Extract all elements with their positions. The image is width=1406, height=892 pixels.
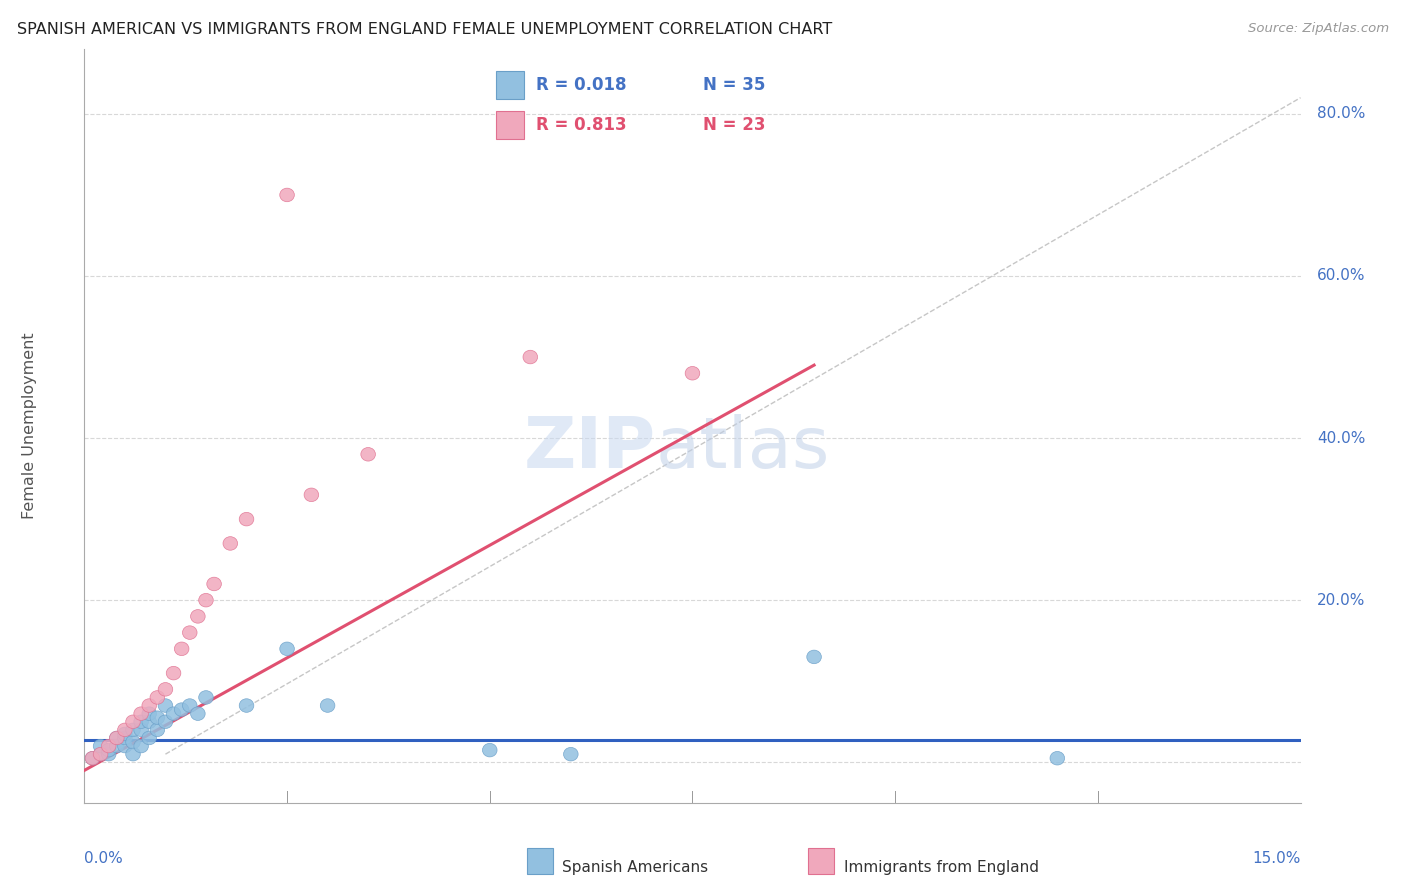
Ellipse shape xyxy=(150,711,165,724)
Ellipse shape xyxy=(93,747,108,761)
Text: R = 0.018: R = 0.018 xyxy=(536,76,627,94)
Ellipse shape xyxy=(224,537,238,550)
Text: 0.0%: 0.0% xyxy=(84,852,124,866)
Ellipse shape xyxy=(157,682,173,696)
Ellipse shape xyxy=(174,642,188,656)
Ellipse shape xyxy=(134,723,149,737)
Ellipse shape xyxy=(86,751,100,765)
Ellipse shape xyxy=(101,743,115,757)
Ellipse shape xyxy=(86,751,100,765)
Ellipse shape xyxy=(125,747,141,761)
Ellipse shape xyxy=(1050,751,1064,765)
FancyBboxPatch shape xyxy=(495,111,523,139)
Ellipse shape xyxy=(157,715,173,729)
Ellipse shape xyxy=(166,666,181,680)
Ellipse shape xyxy=(134,715,149,729)
Ellipse shape xyxy=(183,698,197,713)
Ellipse shape xyxy=(118,731,132,745)
Ellipse shape xyxy=(807,650,821,664)
Ellipse shape xyxy=(523,351,537,364)
Ellipse shape xyxy=(118,727,132,740)
Ellipse shape xyxy=(101,747,115,761)
Ellipse shape xyxy=(198,690,214,704)
Ellipse shape xyxy=(280,188,294,202)
Text: 40.0%: 40.0% xyxy=(1317,431,1365,446)
Ellipse shape xyxy=(685,367,700,380)
Ellipse shape xyxy=(142,715,156,729)
Ellipse shape xyxy=(239,698,254,713)
Ellipse shape xyxy=(142,698,156,713)
Text: SPANISH AMERICAN VS IMMIGRANTS FROM ENGLAND FEMALE UNEMPLOYMENT CORRELATION CHAR: SPANISH AMERICAN VS IMMIGRANTS FROM ENGL… xyxy=(17,22,832,37)
Text: atlas: atlas xyxy=(657,414,831,483)
Ellipse shape xyxy=(157,698,173,713)
Ellipse shape xyxy=(361,448,375,461)
Text: Female Unemployment: Female Unemployment xyxy=(22,333,37,519)
FancyBboxPatch shape xyxy=(495,71,523,99)
Ellipse shape xyxy=(166,706,181,721)
Ellipse shape xyxy=(93,739,108,753)
Text: 20.0%: 20.0% xyxy=(1317,592,1365,607)
Ellipse shape xyxy=(150,723,165,737)
Ellipse shape xyxy=(280,642,294,656)
Text: 60.0%: 60.0% xyxy=(1317,268,1365,284)
Ellipse shape xyxy=(125,723,141,737)
Ellipse shape xyxy=(110,731,124,745)
Text: N = 23: N = 23 xyxy=(703,116,765,134)
Ellipse shape xyxy=(482,743,498,757)
Ellipse shape xyxy=(134,706,149,721)
Ellipse shape xyxy=(118,723,132,737)
Ellipse shape xyxy=(93,747,108,761)
Ellipse shape xyxy=(321,698,335,713)
Ellipse shape xyxy=(125,735,141,748)
Ellipse shape xyxy=(191,706,205,721)
Ellipse shape xyxy=(118,739,132,753)
Text: Source: ZipAtlas.com: Source: ZipAtlas.com xyxy=(1249,22,1389,36)
Ellipse shape xyxy=(183,626,197,640)
Ellipse shape xyxy=(564,747,578,761)
Ellipse shape xyxy=(125,715,141,729)
Ellipse shape xyxy=(134,739,149,753)
Ellipse shape xyxy=(174,703,188,716)
Text: 15.0%: 15.0% xyxy=(1253,852,1301,866)
Ellipse shape xyxy=(142,706,156,721)
Ellipse shape xyxy=(142,731,156,745)
Ellipse shape xyxy=(110,731,124,745)
Text: 80.0%: 80.0% xyxy=(1317,106,1365,121)
Text: Immigrants from England: Immigrants from England xyxy=(844,860,1039,874)
Ellipse shape xyxy=(239,512,254,526)
Text: Spanish Americans: Spanish Americans xyxy=(562,860,709,874)
Ellipse shape xyxy=(198,593,214,607)
Text: ZIP: ZIP xyxy=(523,414,657,483)
Ellipse shape xyxy=(110,739,124,753)
Text: N = 35: N = 35 xyxy=(703,76,765,94)
Ellipse shape xyxy=(101,739,115,753)
Ellipse shape xyxy=(150,690,165,704)
Text: R = 0.813: R = 0.813 xyxy=(536,116,627,134)
Ellipse shape xyxy=(304,488,319,501)
Ellipse shape xyxy=(191,609,205,624)
Ellipse shape xyxy=(207,577,221,591)
